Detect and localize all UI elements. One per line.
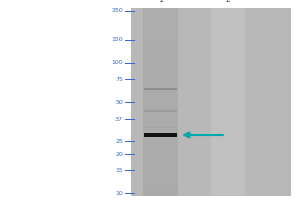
- Bar: [143, 8, 178, 196]
- Text: 25: 25: [115, 139, 123, 144]
- Bar: [143, 140, 178, 146]
- Bar: [143, 146, 178, 152]
- Text: 50: 50: [115, 100, 123, 105]
- Bar: [143, 46, 178, 52]
- Bar: [130, 8, 291, 196]
- Text: 1: 1: [158, 0, 163, 4]
- Bar: [143, 165, 178, 171]
- Bar: [143, 89, 178, 96]
- Bar: [143, 14, 178, 21]
- Bar: [143, 158, 178, 165]
- Bar: [143, 152, 178, 158]
- Bar: [143, 8, 178, 14]
- Text: 15: 15: [115, 168, 123, 173]
- Text: 37: 37: [115, 117, 123, 122]
- Text: 20: 20: [115, 152, 123, 157]
- Bar: [145, 88, 176, 90]
- Bar: [143, 102, 178, 108]
- Bar: [143, 171, 178, 177]
- Bar: [145, 127, 176, 128]
- Bar: [143, 64, 178, 71]
- Bar: [145, 110, 176, 112]
- Bar: [143, 96, 178, 102]
- Bar: [143, 83, 178, 89]
- Bar: [143, 39, 178, 46]
- Bar: [143, 27, 178, 33]
- Text: 2: 2: [226, 0, 230, 4]
- Bar: [143, 115, 178, 121]
- Text: 75: 75: [115, 77, 123, 82]
- Text: 250: 250: [111, 8, 123, 13]
- Text: 150: 150: [111, 37, 123, 42]
- Bar: [143, 133, 178, 140]
- Bar: [143, 58, 178, 64]
- Bar: [143, 177, 178, 183]
- Text: 10: 10: [115, 191, 123, 196]
- Bar: [143, 21, 178, 27]
- Bar: [145, 133, 176, 137]
- Bar: [143, 121, 178, 127]
- Bar: [143, 183, 178, 190]
- Bar: [143, 77, 178, 83]
- Bar: [211, 8, 245, 196]
- Bar: [143, 52, 178, 58]
- Bar: [143, 71, 178, 77]
- Bar: [143, 127, 178, 133]
- Text: 100: 100: [111, 60, 123, 65]
- Bar: [143, 190, 178, 196]
- Bar: [143, 108, 178, 115]
- Bar: [143, 33, 178, 39]
